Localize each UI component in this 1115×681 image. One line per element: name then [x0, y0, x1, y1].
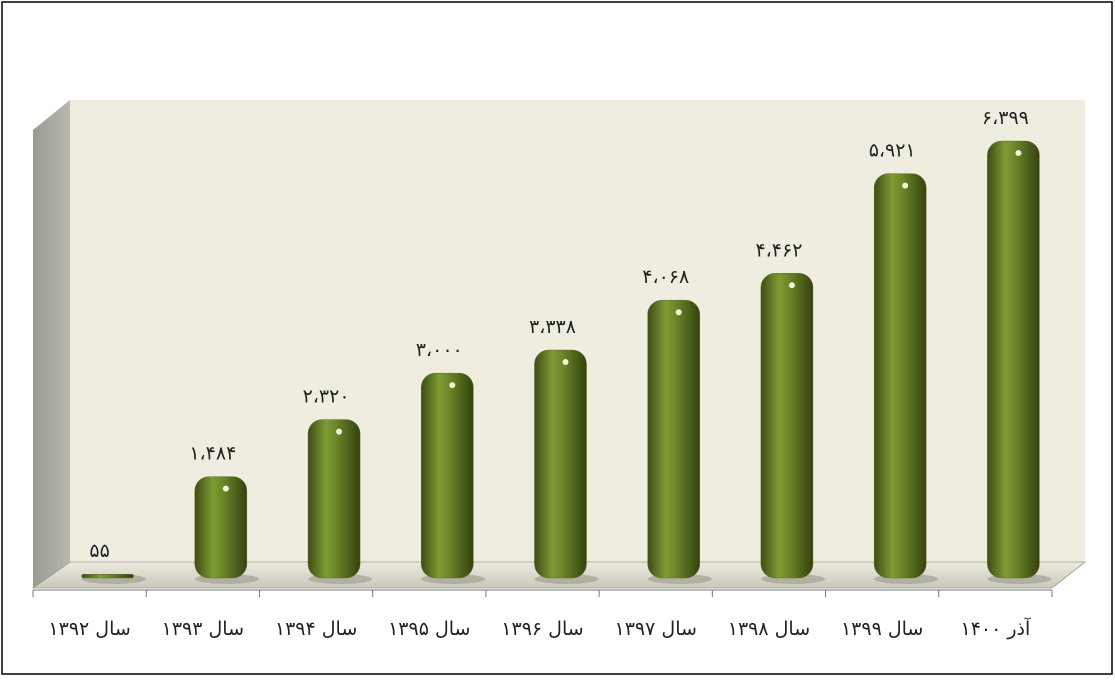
x-tick-label: سال ۱۳۹۷: [615, 618, 697, 640]
side-wall: [33, 100, 70, 588]
x-tick-label: سال ۱۳۹۲: [48, 618, 130, 640]
bar-highlight: [675, 309, 682, 316]
x-tick-label: سال ۱۳۹۵: [388, 618, 470, 640]
bar: [81, 573, 134, 579]
x-tick-label: سال ۱۳۹۴: [275, 618, 357, 640]
bar: [307, 419, 361, 579]
data-label: ۱،۴۸۴: [189, 443, 236, 465]
bar: [873, 173, 927, 579]
data-label: ۳،۳۳۸: [529, 316, 576, 338]
bar-highlight: [902, 182, 909, 189]
data-label: ۵۵: [89, 540, 109, 562]
x-tick-label: سال ۱۳۹۹: [841, 618, 923, 640]
data-label: ۵،۹۲۱: [869, 140, 916, 162]
bar-highlight: [788, 282, 795, 289]
bar: [760, 273, 814, 579]
bar-highlight: [222, 485, 229, 492]
data-label: ۴،۰۶۸: [642, 266, 689, 288]
bar: [987, 140, 1040, 579]
bar: [194, 476, 248, 579]
x-tick-label: سال ۱۳۹۶: [501, 618, 583, 640]
bar: [421, 372, 474, 579]
data-label: ۴،۴۶۲: [755, 239, 802, 261]
bar-highlight: [449, 382, 456, 389]
bar-highlight: [562, 359, 569, 366]
data-label: ۲،۳۲۰: [303, 386, 350, 408]
bar-highlight: [1015, 150, 1022, 157]
bar: [534, 349, 587, 579]
data-label: ۶،۳۹۹: [982, 107, 1029, 129]
x-tick-label: آذر ۱۴۰۰: [960, 616, 1031, 640]
bar-highlight: [336, 428, 343, 435]
bar: [647, 299, 700, 579]
x-tick-label: سال ۱۳۹۸: [728, 618, 810, 640]
x-tick-label: سال ۱۳۹۳: [162, 618, 244, 640]
data-label: ۳،۰۰۰: [416, 339, 463, 361]
